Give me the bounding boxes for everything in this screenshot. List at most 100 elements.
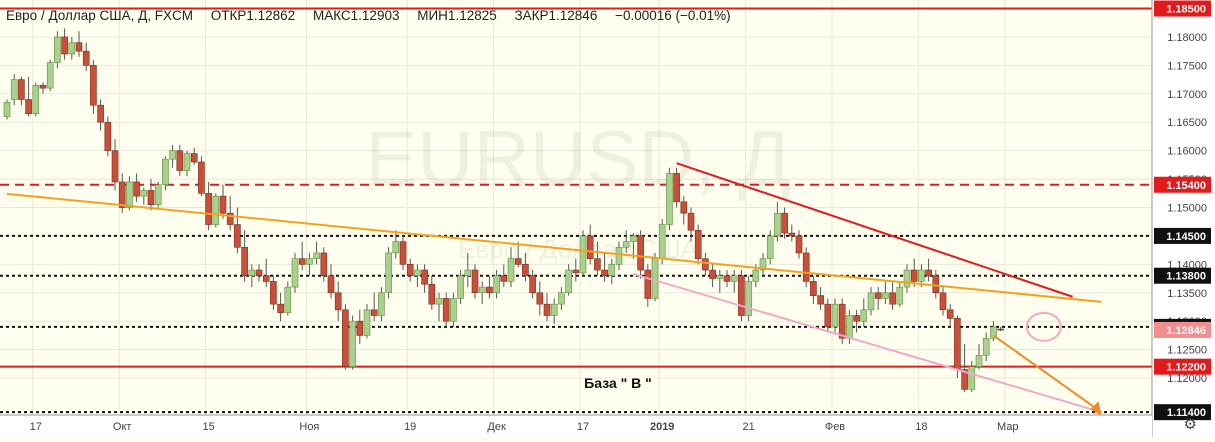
candle <box>242 247 248 275</box>
candle <box>623 242 629 248</box>
candle <box>609 264 615 275</box>
candle <box>839 304 845 338</box>
candle <box>62 37 68 54</box>
candle <box>479 287 485 293</box>
candle <box>681 202 687 213</box>
candle <box>443 298 449 321</box>
candle <box>688 213 694 230</box>
candle <box>314 253 320 259</box>
candle <box>11 80 17 100</box>
candle <box>378 293 384 316</box>
candle <box>263 276 269 282</box>
candle <box>530 276 536 293</box>
candle <box>774 213 780 236</box>
y-tick-label: 1.13500 <box>1167 288 1207 300</box>
candle <box>292 259 298 287</box>
candle <box>580 236 586 273</box>
candle <box>40 85 46 88</box>
x-tick-label: 17 <box>577 421 589 433</box>
candle <box>645 270 651 298</box>
candle <box>904 270 910 287</box>
candle <box>33 85 39 113</box>
candle <box>4 102 10 116</box>
candle <box>90 65 96 105</box>
x-tick-label: 19 <box>404 421 416 433</box>
candle <box>738 276 744 316</box>
price-tag-label: 1.12200 <box>1166 362 1206 374</box>
y-tick-label: 1.17000 <box>1167 89 1207 101</box>
candle <box>861 310 867 321</box>
candle <box>998 329 1004 330</box>
y-tick-label: 1.16000 <box>1167 146 1207 158</box>
candle <box>789 233 795 236</box>
price-tag-label: 1.14500 <box>1166 231 1206 243</box>
y-tick-label: 1.17500 <box>1167 60 1207 72</box>
candle <box>350 321 356 366</box>
candle <box>544 304 550 315</box>
candle <box>162 159 168 185</box>
candle <box>342 310 348 367</box>
candle <box>508 259 514 282</box>
candle <box>911 270 917 281</box>
candle <box>566 270 572 293</box>
candle <box>465 270 471 276</box>
x-tick-label: 15 <box>202 421 214 433</box>
candle <box>141 190 147 196</box>
candle <box>796 236 802 253</box>
candle <box>731 276 737 282</box>
candle <box>501 276 507 282</box>
x-tick-label: 21 <box>742 421 754 433</box>
chart-header: Евро / Доллар США, Д, FXCM ОТКР1.12862 М… <box>6 8 745 23</box>
candle <box>213 196 219 224</box>
candle <box>83 51 89 65</box>
candle <box>126 182 132 208</box>
candle <box>177 151 183 171</box>
gear-icon[interactable]: ⚙ <box>1184 415 1197 433</box>
candle <box>954 318 960 369</box>
y-tick-label: 1.16500 <box>1167 117 1207 129</box>
candle <box>983 338 989 355</box>
annotation-label: База " В " <box>584 375 652 391</box>
candle <box>897 287 903 304</box>
candle <box>306 259 312 265</box>
candle <box>486 287 492 293</box>
candle <box>285 287 291 313</box>
y-tick-label: 1.15000 <box>1167 203 1207 215</box>
candle <box>112 151 118 182</box>
candle <box>105 122 111 150</box>
candle <box>134 182 140 196</box>
open-value: ОТКР1.12862 <box>211 8 295 23</box>
candle <box>630 236 636 242</box>
candle <box>638 236 644 270</box>
candle <box>458 276 464 299</box>
candle <box>933 276 939 293</box>
candle <box>386 253 392 293</box>
x-tick-label: Окт <box>113 421 132 433</box>
candle <box>54 37 60 63</box>
candle <box>335 293 341 310</box>
candle <box>429 284 435 304</box>
candle <box>947 310 953 319</box>
candle <box>602 270 608 276</box>
candle <box>220 196 226 213</box>
close-value: ЗАКР1.12846 <box>515 8 598 23</box>
candle <box>818 296 824 305</box>
candle <box>875 293 881 299</box>
candle <box>717 276 723 279</box>
candle <box>702 259 708 270</box>
candle <box>119 182 125 208</box>
candle <box>522 264 528 275</box>
price-tag-label: 1.15400 <box>1166 180 1206 192</box>
candle <box>594 259 600 270</box>
candle <box>69 43 75 54</box>
candle <box>558 293 564 304</box>
candle <box>76 43 82 52</box>
candle <box>674 173 680 201</box>
candle <box>846 316 852 339</box>
candle <box>659 225 665 259</box>
candle <box>26 99 32 113</box>
candle <box>695 230 701 258</box>
candle <box>328 276 334 293</box>
